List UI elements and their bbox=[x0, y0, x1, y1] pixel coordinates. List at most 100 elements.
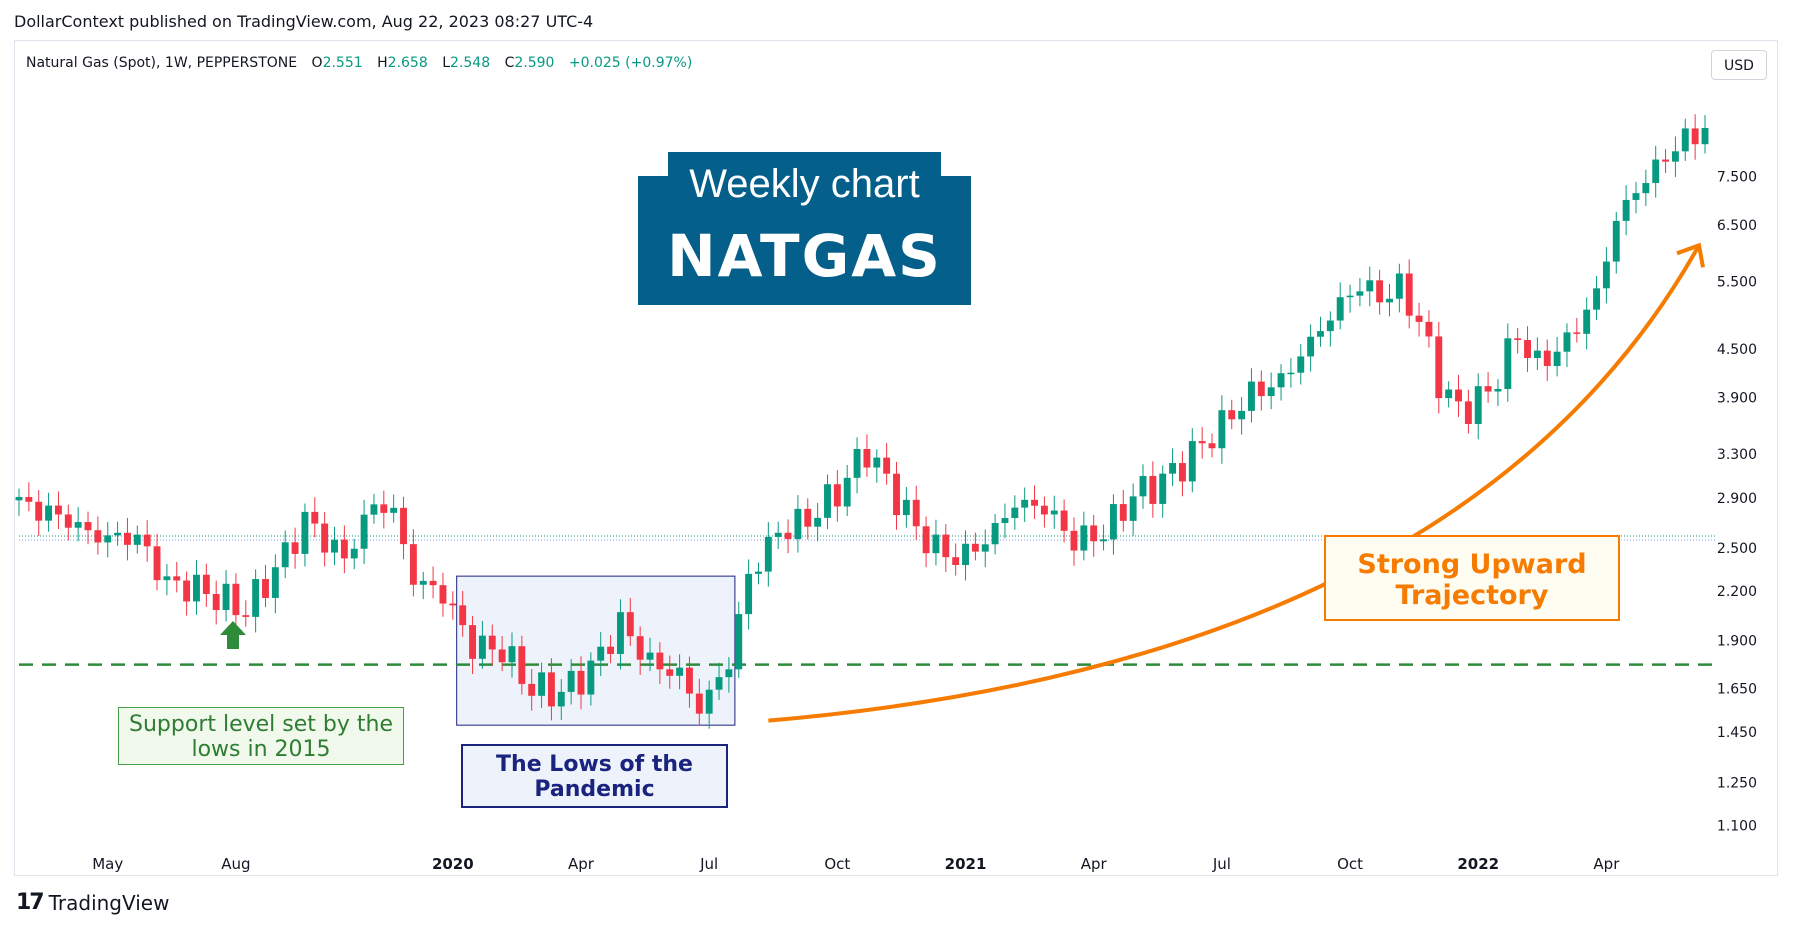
y-tick-label: 1.650 bbox=[1717, 681, 1757, 697]
candle-body bbox=[774, 532, 782, 537]
candle-body bbox=[153, 546, 161, 581]
candle-body bbox=[64, 514, 72, 528]
candle-body bbox=[814, 517, 822, 527]
change-value: +0.025 (+0.97%) bbox=[568, 55, 693, 71]
candle-body bbox=[1573, 332, 1581, 334]
x-tick-label: Aug bbox=[221, 855, 250, 873]
candle-body bbox=[1129, 496, 1137, 521]
candle-body bbox=[1474, 386, 1482, 424]
y-tick-label: 3.900 bbox=[1717, 391, 1757, 407]
y-tick-label: 1.900 bbox=[1717, 634, 1757, 650]
candle-body bbox=[25, 496, 33, 502]
tradingview-logo[interactable]: 17 TradingView bbox=[16, 890, 169, 915]
candle-body bbox=[715, 677, 723, 690]
candle-body bbox=[1001, 518, 1009, 524]
y-tick-label: 7.500 bbox=[1717, 170, 1757, 186]
candle-body bbox=[212, 593, 220, 611]
candle-body bbox=[262, 579, 269, 598]
candle-body bbox=[1435, 336, 1443, 399]
candle-body bbox=[1593, 288, 1600, 310]
title-box-notch-left bbox=[638, 152, 668, 176]
candle-body bbox=[1267, 387, 1275, 397]
candle-body bbox=[409, 544, 417, 585]
candle-body bbox=[794, 508, 802, 540]
pandemic-range-box bbox=[456, 575, 736, 726]
candle-body bbox=[94, 530, 102, 543]
candle-body bbox=[912, 499, 920, 527]
candle-body bbox=[1632, 193, 1640, 200]
candle-body bbox=[390, 507, 398, 513]
candle-body bbox=[597, 646, 605, 661]
candle-body bbox=[518, 646, 526, 684]
candle-body bbox=[54, 505, 62, 515]
candle-body bbox=[804, 508, 812, 527]
candle-body bbox=[1464, 401, 1472, 424]
candle-body bbox=[1178, 463, 1186, 482]
candle-body bbox=[932, 534, 940, 554]
candle-body bbox=[1642, 183, 1650, 194]
candle-body bbox=[291, 542, 299, 554]
candle-body bbox=[1455, 389, 1462, 402]
candle-body bbox=[1119, 504, 1127, 521]
candle-body bbox=[488, 635, 496, 650]
candle-body bbox=[439, 585, 447, 604]
candle-body bbox=[853, 449, 861, 478]
candle-body bbox=[1277, 373, 1285, 388]
candle-body bbox=[577, 670, 585, 695]
candle-body bbox=[1494, 388, 1502, 392]
candle-body bbox=[1326, 320, 1334, 332]
currency-button[interactable]: USD bbox=[1711, 50, 1767, 80]
candle-body bbox=[1317, 331, 1324, 337]
candle-body bbox=[981, 544, 989, 552]
candle-body bbox=[1533, 350, 1541, 359]
candle-body bbox=[922, 526, 930, 554]
candle-body bbox=[1415, 315, 1423, 322]
candle-body bbox=[173, 576, 181, 581]
candle-body bbox=[508, 646, 516, 663]
candle-body bbox=[1238, 410, 1246, 420]
candle-body bbox=[1622, 199, 1630, 221]
candle-body bbox=[360, 514, 368, 549]
symbol-legend: Natural Gas (Spot), 1W, PEPPERSTONE O2.5… bbox=[26, 55, 692, 71]
candle-body bbox=[607, 646, 615, 654]
candle-body bbox=[1504, 338, 1512, 389]
candle-body bbox=[193, 574, 200, 602]
candle-body bbox=[1395, 273, 1403, 299]
candle-body bbox=[15, 496, 23, 501]
candle-body bbox=[626, 612, 634, 637]
chart-title: NATGAS bbox=[667, 222, 942, 290]
candle-body bbox=[1297, 356, 1305, 373]
candle-body bbox=[1100, 539, 1108, 542]
x-tick-label: Jul bbox=[699, 855, 718, 873]
x-tick-label: 2021 bbox=[945, 855, 987, 873]
y-tick-label: 3.300 bbox=[1717, 447, 1757, 463]
candle-body bbox=[1366, 280, 1374, 292]
candle-body bbox=[557, 691, 565, 707]
candle-body bbox=[1159, 473, 1167, 504]
high-label: H bbox=[377, 55, 388, 71]
x-tick-label: Apr bbox=[1593, 855, 1620, 873]
candle-body bbox=[567, 670, 575, 692]
candle-body bbox=[942, 534, 950, 558]
candle-body bbox=[1021, 499, 1029, 508]
chart-canvas[interactable]: 7.500 6.500 5.500 4.500 3.900 3.300 2.900 2.500… bbox=[15, 41, 1779, 877]
y-tick-label: 1.250 bbox=[1717, 775, 1757, 791]
candle-body bbox=[755, 571, 762, 574]
candle-body bbox=[646, 652, 654, 660]
y-tick-label: 1.100 bbox=[1717, 818, 1757, 834]
candle-body bbox=[242, 615, 250, 617]
candle-body bbox=[301, 511, 309, 554]
candle-body bbox=[1681, 128, 1689, 152]
low-label: L bbox=[442, 55, 451, 71]
candle-body bbox=[883, 457, 891, 474]
candle-body bbox=[1563, 332, 1571, 352]
candle-body bbox=[133, 534, 141, 545]
candle-body bbox=[745, 573, 753, 615]
x-tick-label: Apr bbox=[1081, 855, 1108, 873]
y-tick-label: 6.500 bbox=[1717, 218, 1757, 234]
y-tick-label: 2.200 bbox=[1717, 584, 1757, 600]
candle-body bbox=[1356, 291, 1364, 296]
candle-body bbox=[686, 667, 693, 694]
tradingview-brand: TradingView bbox=[48, 890, 170, 915]
x-tick-label: Jul bbox=[1212, 855, 1231, 873]
